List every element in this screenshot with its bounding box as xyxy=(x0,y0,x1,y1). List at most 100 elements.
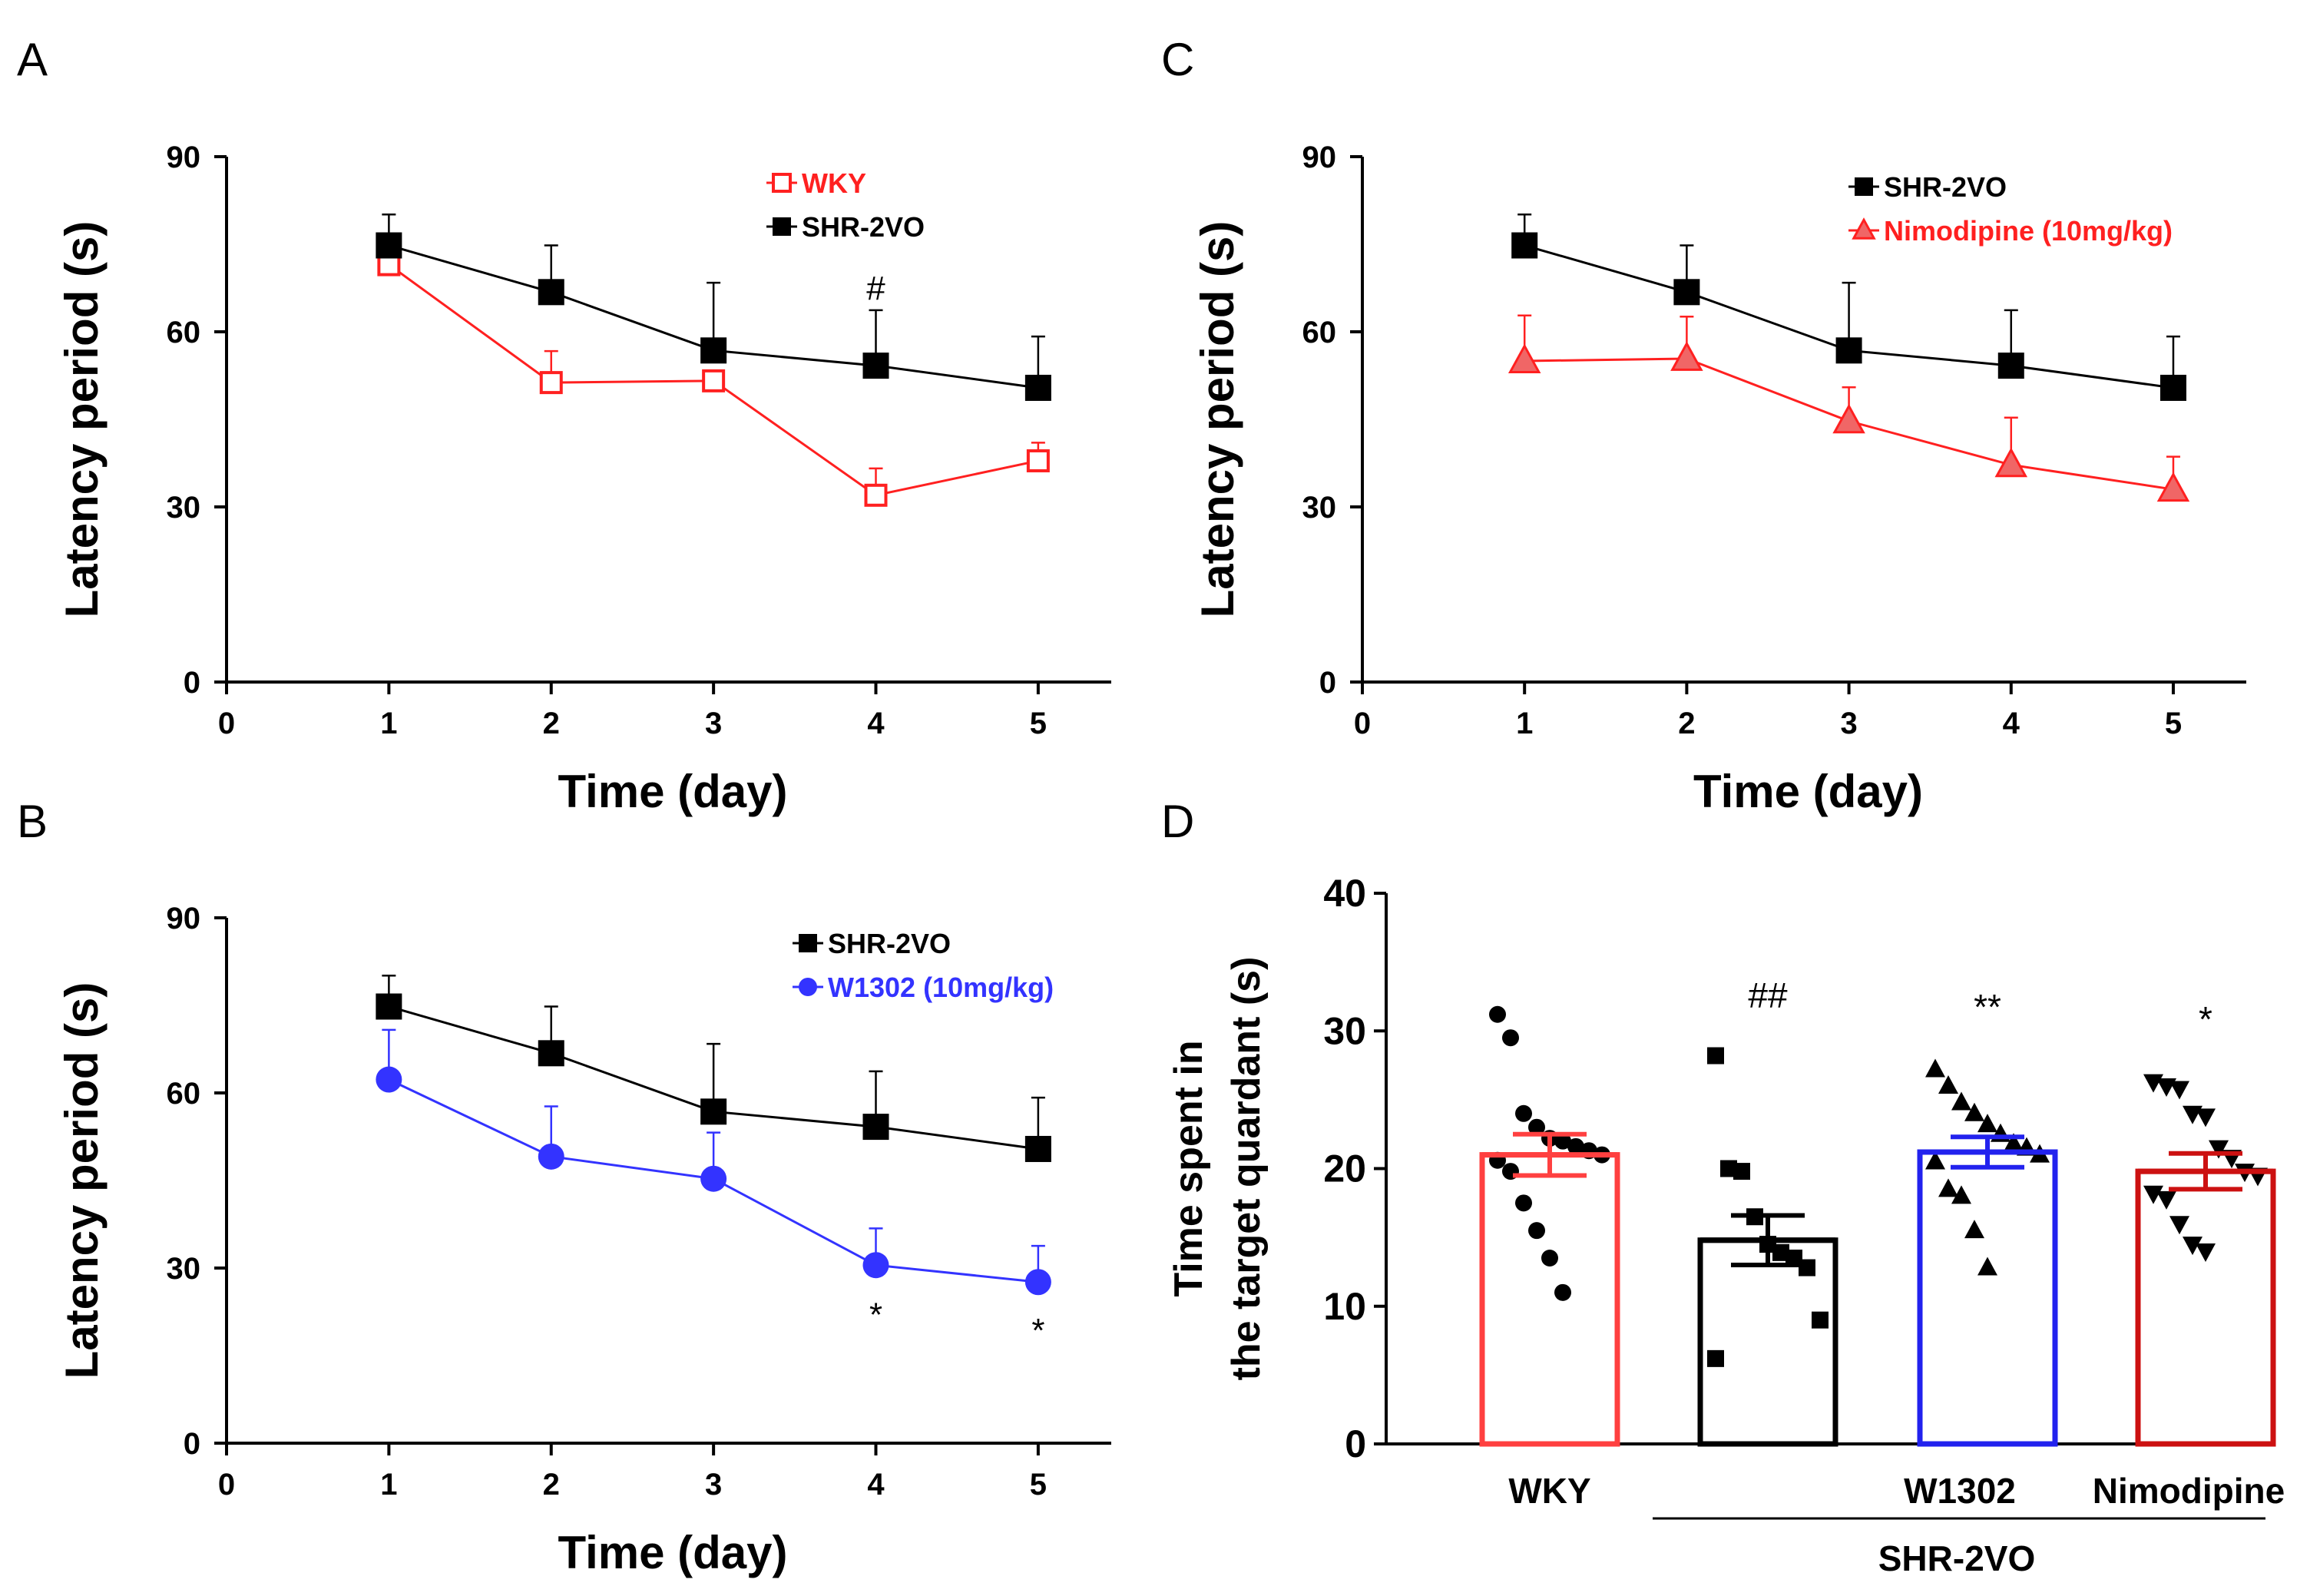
bar-group xyxy=(1479,1005,1620,1447)
legend-label: Nimodipine (10mg/kg) xyxy=(1884,215,2173,247)
data-point xyxy=(538,279,564,306)
data-point xyxy=(700,1165,727,1192)
data-point xyxy=(1489,1005,1506,1023)
y-tick-label: 20 xyxy=(1323,1147,1366,1190)
legend-entry: W1302 (10mg/kg) xyxy=(793,972,1054,1003)
data-point xyxy=(862,1252,889,1279)
data-point xyxy=(700,337,727,364)
data-point xyxy=(1673,279,1700,306)
data-point xyxy=(1026,449,1050,472)
data-point xyxy=(1772,1243,1789,1261)
y-axis-label: the target quardant (s) xyxy=(1224,957,1269,1381)
data-point xyxy=(376,1066,402,1093)
data-point xyxy=(1502,1029,1519,1047)
panel-c: C 0 30 60 90 0 1 2 3 4 5 Time (day) Latency period (… xyxy=(1161,34,2246,817)
data-point xyxy=(1835,337,1862,364)
panel-label: D xyxy=(1161,796,1194,847)
significance-mark: ** xyxy=(1974,987,2001,1027)
data-point xyxy=(2196,1243,2216,1263)
data-point xyxy=(2156,472,2190,502)
legend-marker xyxy=(1852,217,1876,240)
x-tick-label: 2 xyxy=(543,1468,560,1502)
data-point xyxy=(1925,1058,1945,1078)
data-point xyxy=(1786,1250,1802,1267)
panel-b: B 0 30 60 90 0 1 2 3 4 5 Time (day) Latency period (… xyxy=(17,796,1111,1578)
data-point xyxy=(1720,1160,1737,1177)
data-point xyxy=(1997,353,2024,379)
data-point xyxy=(1707,1349,1724,1367)
y-tick-label: 90 xyxy=(167,902,201,935)
data-point xyxy=(1951,1091,1971,1111)
bar-group: ## xyxy=(1697,975,1838,1447)
legend-marker xyxy=(773,217,791,236)
data-point xyxy=(1964,1220,1984,1239)
x-tick-label: 0 xyxy=(218,707,235,740)
x-tick-label: 1 xyxy=(1516,707,1533,740)
legend-marker xyxy=(799,934,817,952)
significance-mark: * xyxy=(869,1296,882,1333)
y-tick-label: 90 xyxy=(1302,141,1337,174)
bar-group: * xyxy=(2135,999,2276,1447)
data-point xyxy=(539,371,563,395)
bar xyxy=(2135,1168,2276,1447)
x-tick-label: 3 xyxy=(1840,707,1857,740)
data-point xyxy=(376,232,402,259)
x-axis-label: Time (day) xyxy=(1693,766,1923,817)
data-point xyxy=(1733,1163,1750,1180)
data-point xyxy=(1515,1104,1532,1122)
data-point xyxy=(1508,343,1541,373)
legend-label: SHR-2VO xyxy=(828,928,951,959)
data-point xyxy=(1528,1222,1545,1240)
data-point xyxy=(1554,1283,1571,1301)
y-tick-label: 30 xyxy=(1302,491,1337,525)
panel-label: A xyxy=(17,34,48,85)
x-tick-label: 4 xyxy=(2003,707,2020,740)
significance-mark: ## xyxy=(1748,975,1788,1015)
data-point xyxy=(1554,1132,1571,1150)
y-axis-label: Latency period (s) xyxy=(56,982,108,1379)
x-tick-label: 3 xyxy=(705,707,722,740)
x-tick-label: 2 xyxy=(543,707,560,740)
x-tick-label: 3 xyxy=(705,1468,722,1502)
y-tick-label: 60 xyxy=(1302,316,1337,349)
legend-label: SHR-2VO xyxy=(1884,171,2007,203)
x-axis-label: Time (day) xyxy=(558,1527,788,1578)
panel-d: D 0 10 20 30 40 Time spent in the target quarda… xyxy=(1161,796,2285,1578)
category-label: Nimodipine xyxy=(2093,1471,2285,1511)
legend-label: WKY xyxy=(802,167,866,199)
x-tick-label: 1 xyxy=(380,1468,397,1502)
x-axis-label: Time (day) xyxy=(558,766,788,817)
data-point xyxy=(1799,1259,1815,1276)
bar xyxy=(1917,1149,2058,1447)
series-shr-2vo xyxy=(1511,213,2186,401)
bar-group: ** xyxy=(1917,987,2058,1447)
series-nimodipine xyxy=(1508,314,2190,502)
data-point xyxy=(538,1040,564,1067)
data-point xyxy=(1964,1102,1984,1121)
y-tick-label: 60 xyxy=(167,316,201,349)
data-point xyxy=(2196,1108,2216,1127)
data-point xyxy=(1977,1114,1997,1133)
data-point xyxy=(2209,1140,2229,1159)
data-point xyxy=(1024,374,1051,401)
data-point xyxy=(1511,232,1538,259)
data-point xyxy=(1670,341,1703,371)
data-point xyxy=(2156,1190,2176,1210)
data-point xyxy=(2169,1081,2189,1100)
data-point xyxy=(1994,447,2028,478)
y-tick-label: 30 xyxy=(1323,1009,1366,1052)
data-point xyxy=(700,1098,727,1125)
panel-label: B xyxy=(17,796,48,847)
legend-entry: SHR-2VO xyxy=(766,211,925,243)
significance-mark: # xyxy=(866,270,885,307)
y-tick-label: 30 xyxy=(167,1252,201,1286)
data-point xyxy=(2004,1133,2024,1152)
series-shr-2vo xyxy=(376,213,1051,401)
data-point xyxy=(1812,1311,1829,1329)
y-tick-label: 0 xyxy=(1319,666,1336,700)
series-shr-2vo xyxy=(376,974,1051,1162)
x-tick-label: 5 xyxy=(1030,1468,1047,1502)
data-point xyxy=(1832,403,1865,434)
x-tick-label: 0 xyxy=(1354,707,1371,740)
